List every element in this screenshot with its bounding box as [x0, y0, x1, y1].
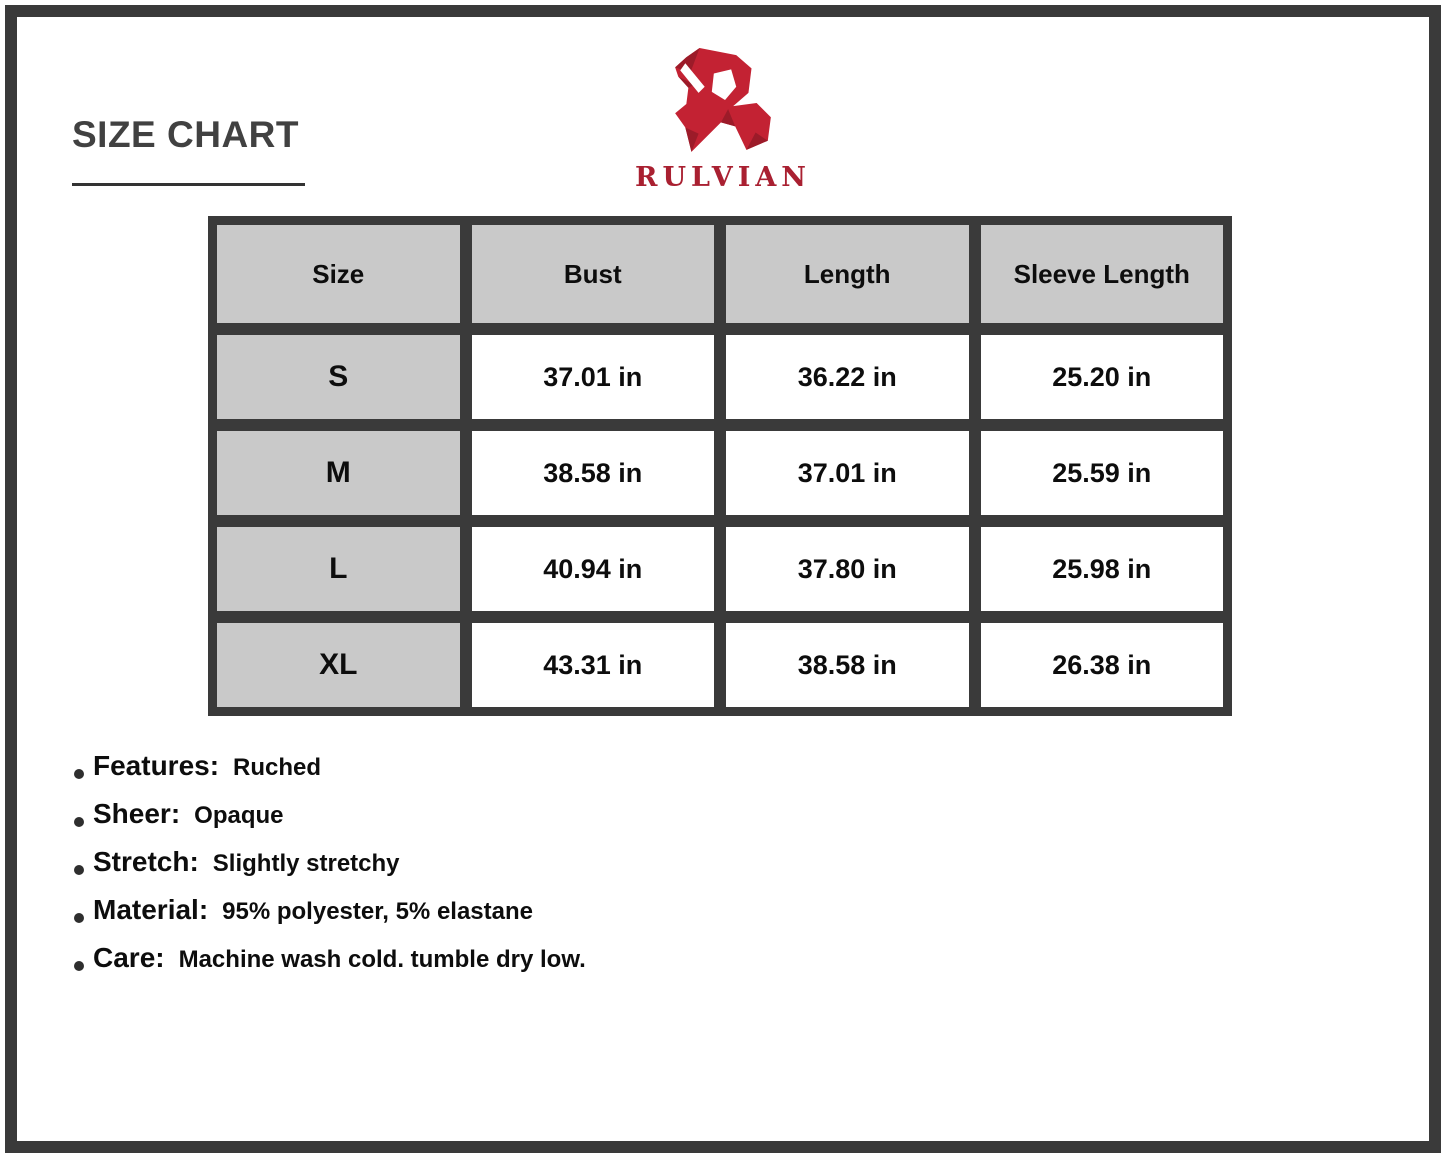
- row-m-bust-cell: 38.58 in: [471, 431, 714, 515]
- row-s-bust-cell: 37.01 in: [471, 335, 714, 419]
- row-l-length-cell: 37.80 in: [726, 527, 969, 611]
- bullet-icon: [74, 865, 84, 875]
- row-xl-length-cell: 38.58 in: [726, 623, 969, 707]
- detail-value: 95% polyester, 5% elastane: [222, 898, 533, 925]
- detail-value: Opaque: [194, 802, 284, 829]
- bullet-icon: [74, 817, 84, 827]
- row-l-sleeve-cell: 25.98 in: [980, 527, 1223, 611]
- row-s-size-cell: S: [217, 335, 460, 419]
- row-xl-sleeve-cell: 26.38 in: [980, 623, 1223, 707]
- column-header-length: Length: [726, 225, 969, 323]
- page-title: SIZE CHART: [72, 114, 299, 155]
- column-header-size: Size: [217, 225, 460, 323]
- detail-item-features: Features: Ruched: [74, 750, 586, 798]
- row-l-size-cell: L: [217, 527, 460, 611]
- detail-label: Material:: [93, 894, 209, 925]
- row-m-length-cell: 37.01 in: [726, 431, 969, 515]
- bullet-icon: [74, 913, 84, 923]
- row-s-length-cell: 36.22 in: [726, 335, 969, 419]
- bullet-icon: [74, 961, 84, 971]
- detail-item-material: Material: 95% polyester, 5% elastane: [74, 894, 586, 942]
- row-l-bust-cell: 40.94 in: [471, 527, 714, 611]
- column-header-bust: Bust: [471, 225, 714, 323]
- column-header-sleeve-length: Sleeve Length: [980, 225, 1223, 323]
- detail-value: Machine wash cold. tumble dry low.: [178, 946, 586, 973]
- bullet-icon: [74, 769, 84, 779]
- row-m-sleeve-cell: 25.59 in: [980, 431, 1223, 515]
- size-chart-table: Size Bust Length Sleeve Length S 37.01 i…: [208, 216, 1232, 716]
- row-m-size-cell: M: [217, 431, 460, 515]
- row-xl-bust-cell: 43.31 in: [471, 623, 714, 707]
- detail-item-sheer: Sheer: Opaque: [74, 798, 586, 846]
- title-underline: [72, 183, 305, 186]
- brand-wordmark: RULVIAN: [635, 162, 811, 193]
- product-details-list: Features: Ruched Sheer: Opaque Stretch: …: [74, 750, 586, 990]
- detail-label: Sheer:: [93, 798, 181, 829]
- detail-label: Features:: [93, 750, 220, 781]
- row-xl-size-cell: XL: [217, 623, 460, 707]
- detail-value: Slightly stretchy: [212, 850, 400, 877]
- brand-logo: RULVIAN: [613, 46, 833, 193]
- row-s-sleeve-cell: 25.20 in: [980, 335, 1223, 419]
- detail-item-stretch: Stretch: Slightly stretchy: [74, 846, 586, 894]
- angular-r-monogram-icon: [674, 46, 772, 158]
- detail-label: Stretch:: [93, 846, 199, 877]
- detail-item-care: Care: Machine wash cold. tumble dry low.: [74, 942, 586, 990]
- detail-label: Care:: [93, 942, 165, 973]
- detail-value: Ruched: [233, 754, 322, 781]
